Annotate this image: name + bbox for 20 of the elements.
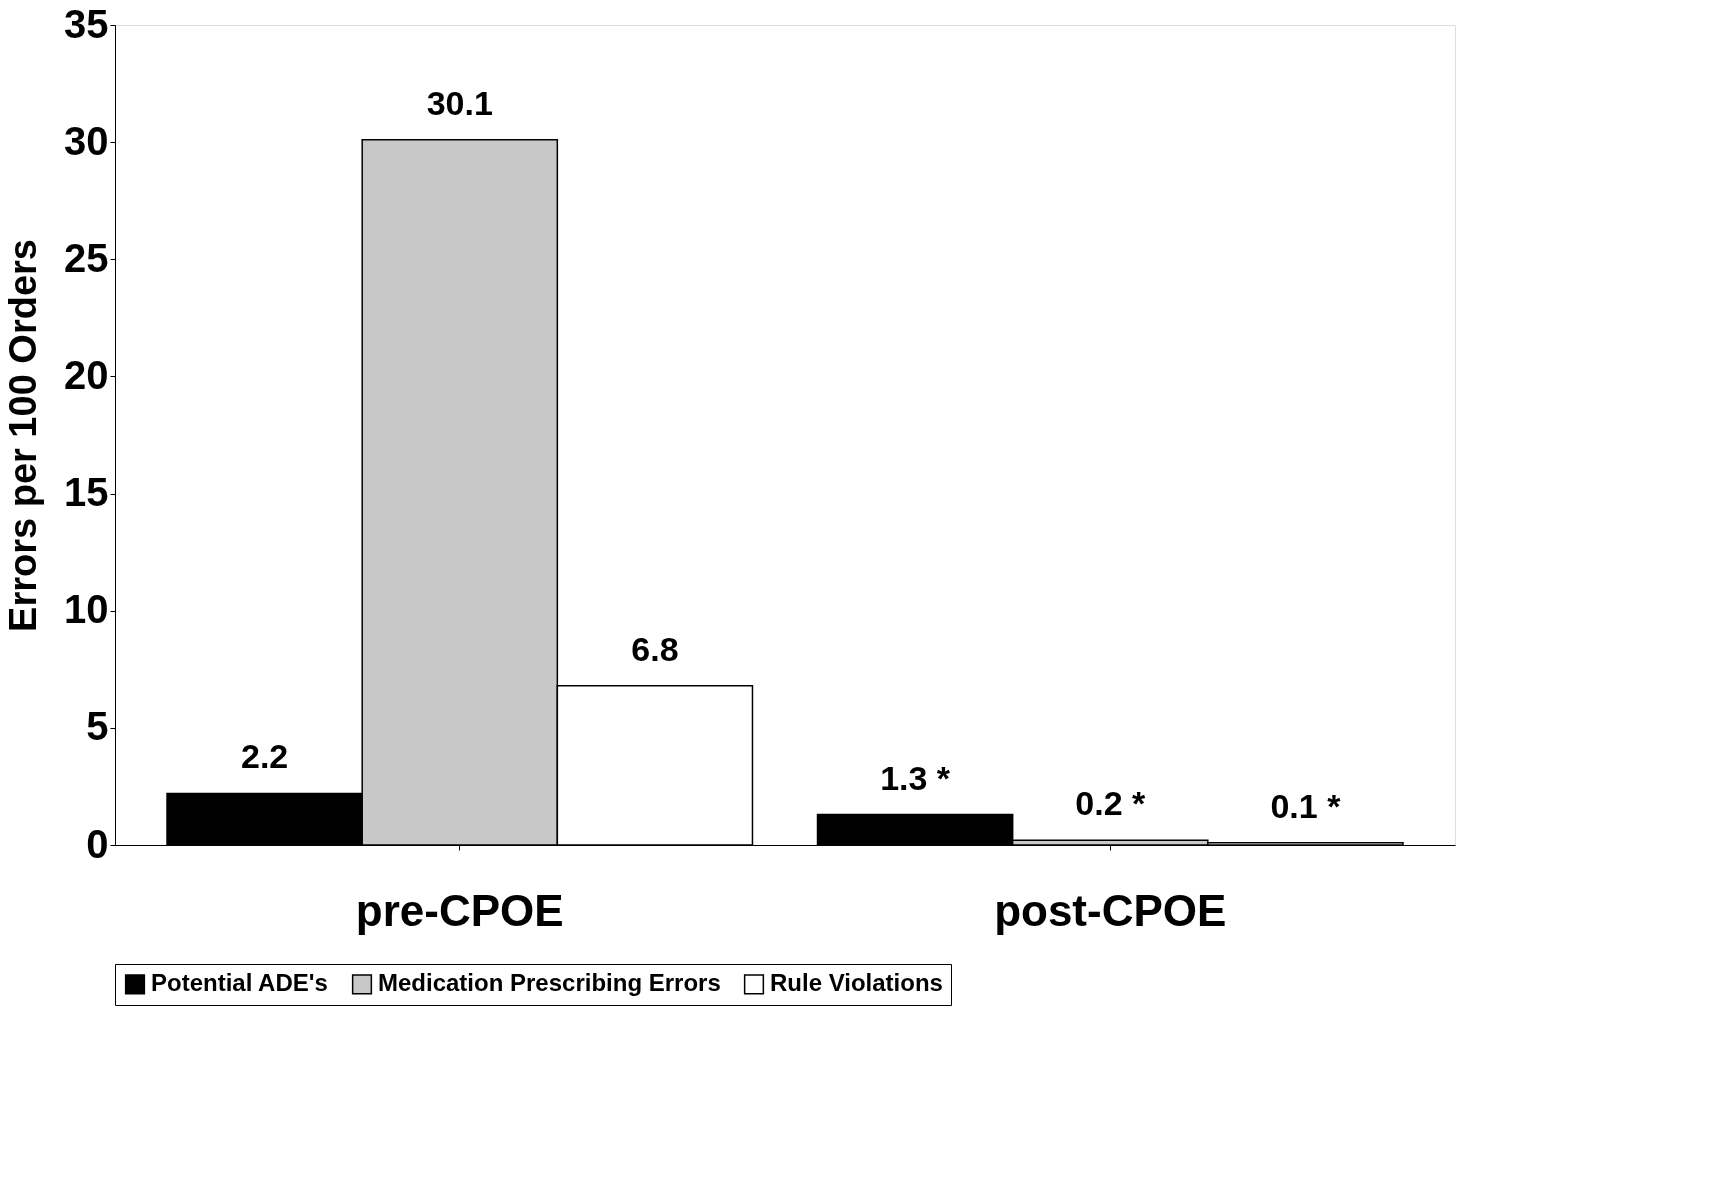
y-tick-label: 5 bbox=[86, 704, 109, 749]
legend-label: Rule Violations bbox=[770, 969, 943, 997]
y-tick-label: 35 bbox=[64, 1, 109, 46]
data-label: 1.3 * bbox=[880, 758, 951, 797]
x-tick-label: post-CPOE bbox=[994, 885, 1227, 935]
x-tick-label: pre-CPOE bbox=[355, 885, 564, 935]
y-tick-label: 15 bbox=[64, 470, 109, 515]
y-tick-label: 20 bbox=[64, 352, 109, 397]
data-label: 0.1 * bbox=[1270, 786, 1342, 825]
y-tick-label: 0 bbox=[86, 821, 109, 866]
data-label: 2.2 bbox=[240, 737, 289, 776]
legend-label: Potential ADE's bbox=[151, 969, 328, 997]
y-tick-label: 30 bbox=[64, 118, 109, 163]
y-tick-label: 10 bbox=[64, 587, 109, 632]
data-label: 6.8 bbox=[631, 629, 679, 668]
y-tick-label: 25 bbox=[64, 235, 109, 280]
data-label: 30.1 bbox=[426, 83, 493, 122]
legend-label: Medication Prescribing Errors bbox=[378, 969, 721, 997]
data-label: 0.2 * bbox=[1075, 784, 1146, 823]
y-axis-title: Errors per 100 Orders bbox=[2, 239, 45, 632]
